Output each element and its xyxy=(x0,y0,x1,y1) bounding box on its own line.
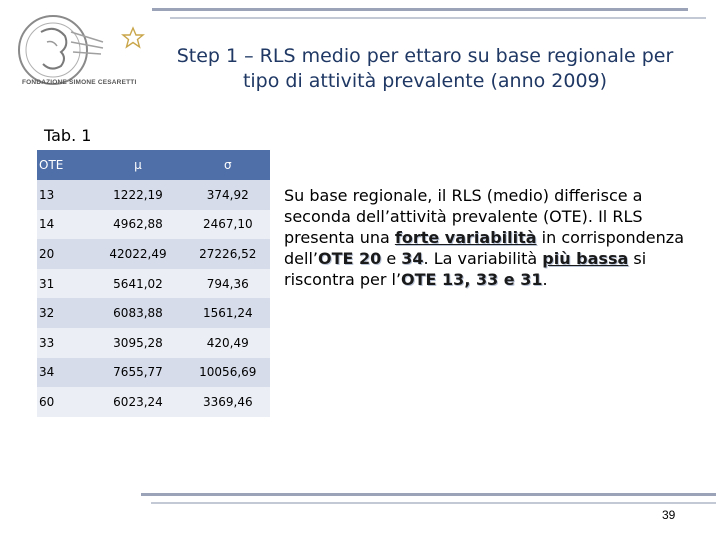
cell-std: 3369,46 xyxy=(185,387,270,417)
foundation-seal-icon xyxy=(18,15,104,85)
top-decorative-line-secondary xyxy=(170,17,706,19)
cell-mean: 6023,24 xyxy=(90,387,186,417)
table-row: 14 4962,88 2467,10 xyxy=(37,209,270,240)
foundation-logo xyxy=(11,12,151,94)
cell-mean: 3095,28 xyxy=(90,327,186,358)
cell-std: 374,92 xyxy=(185,180,270,210)
header-ote: OTE xyxy=(37,150,91,180)
highlight-ote-34: 34 xyxy=(401,249,424,268)
table-row: 34 7655,77 10056,69 xyxy=(37,357,270,388)
cell-mean: 1222,19 xyxy=(90,180,186,210)
highlight-ote-20: OTE 20 xyxy=(317,249,382,268)
rls-table: OTE μ σ 13 1222,19 374,92 14 4962,88 246… xyxy=(37,150,270,417)
para-text: e xyxy=(381,249,402,268)
cell-mean: 5641,02 xyxy=(90,268,186,299)
cell-ote: 13 xyxy=(37,180,91,210)
para-text: si riscontra per l’ xyxy=(284,249,647,289)
cell-ote: 32 xyxy=(37,298,91,328)
top-decorative-line xyxy=(152,8,688,11)
para-text: . xyxy=(542,270,548,289)
para-text: Su base regionale, il RLS (medio) differ… xyxy=(284,186,643,247)
table-row: 32 6083,88 1561,24 xyxy=(37,298,270,328)
cell-ote: 14 xyxy=(37,209,91,240)
highlight-strong-variability: forte variabilità xyxy=(394,228,537,247)
table-caption: Tab. 1 xyxy=(44,126,92,145)
page-number: 39 xyxy=(662,508,676,522)
table-row: 13 1222,19 374,92 xyxy=(37,180,270,210)
table-row: 20 42022,49 27226,52 xyxy=(37,239,270,269)
cell-ote: 20 xyxy=(37,239,91,269)
cell-std: 2467,10 xyxy=(185,209,270,240)
table-row: 60 6023,24 3369,46 xyxy=(37,387,270,417)
highlight-ote-13-33-31: OTE 13, 33 e 31 xyxy=(401,270,543,289)
table-row: 33 3095,28 420,49 xyxy=(37,327,270,358)
cell-ote: 31 xyxy=(37,268,91,299)
slide-title: Step 1 – RLS medio per ettaro su base re… xyxy=(176,45,674,92)
header-mean: μ xyxy=(90,150,186,180)
para-text: in corrispondenza dell’ xyxy=(284,228,684,268)
para-text: . La variabilità xyxy=(423,249,543,268)
cell-mean: 4962,88 xyxy=(90,209,186,240)
bottom-decorative-line xyxy=(141,493,716,496)
cell-mean: 6083,88 xyxy=(90,298,186,328)
star-outline-icon xyxy=(121,26,145,49)
cell-std: 794,36 xyxy=(185,268,270,299)
cell-std: 420,49 xyxy=(185,327,270,358)
header-std: σ xyxy=(185,150,270,180)
bottom-decorative-line-secondary xyxy=(151,502,716,504)
table-row: 31 5641,02 794,36 xyxy=(37,268,270,299)
cell-ote: 34 xyxy=(37,357,91,388)
cell-std: 27226,52 xyxy=(185,239,270,269)
cell-std: 10056,69 xyxy=(185,357,270,388)
logo-label: FONDAZIONE SIMONE CESARETTI xyxy=(22,79,137,86)
cell-ote: 33 xyxy=(37,327,91,358)
table-header-row: OTE μ σ xyxy=(37,150,270,180)
cell-std: 1561,24 xyxy=(185,298,270,328)
highlight-lowest: più bassa xyxy=(542,249,629,268)
explanation-paragraph: Su base regionale, il RLS (medio) differ… xyxy=(284,185,684,290)
cell-mean: 7655,77 xyxy=(90,357,186,388)
cell-ote: 60 xyxy=(37,387,91,417)
cell-mean: 42022,49 xyxy=(90,239,186,269)
